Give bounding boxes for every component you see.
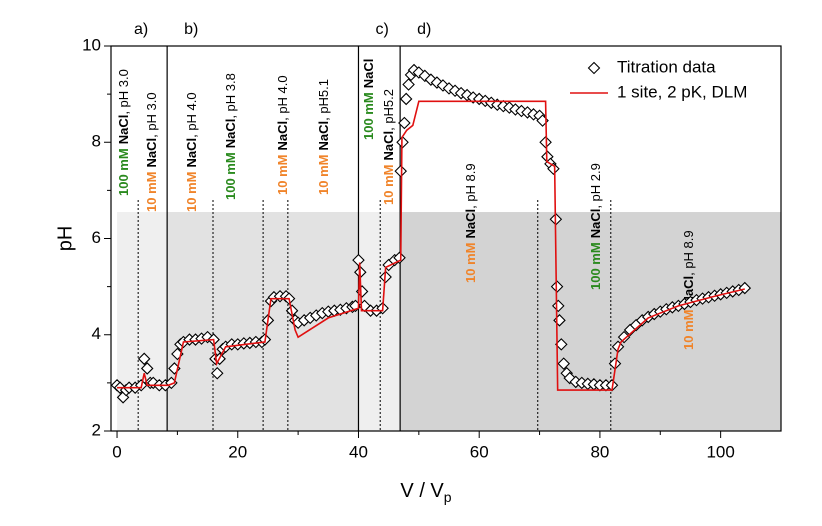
annotation-salt: NaCl <box>381 131 396 161</box>
annotation-salt: NaCl <box>361 59 376 89</box>
annotation-conc: 10 mM <box>184 172 199 212</box>
annotation: 10 mM NaCl, pH 4.0 <box>275 75 290 195</box>
data-point <box>547 162 560 175</box>
region-shade <box>358 212 401 431</box>
x-tick-label: 60 <box>470 442 489 461</box>
annotation-salt: NaCl <box>184 138 199 168</box>
annotation-ph: , pH 3.0 <box>144 92 159 138</box>
annotation: 100 mM NaCl <box>361 59 376 140</box>
region-label: b) <box>184 21 198 38</box>
annotation-conc: 100 mM <box>116 148 131 196</box>
annotation-ph: , pH 4.0 <box>275 75 290 121</box>
annotation-conc: 10 mM <box>275 155 290 195</box>
model-line <box>117 100 745 391</box>
annotation-ph: , pH 3.0 <box>116 69 131 115</box>
x-axis-label-sub: p <box>444 489 452 505</box>
x-tick-label: 40 <box>349 442 368 461</box>
data-point <box>210 366 224 380</box>
annotation: 10 mM NaCl, pH 4.0 <box>184 92 199 212</box>
x-tick-label: 0 <box>112 442 121 461</box>
legend-marker <box>587 61 601 75</box>
annotation-conc: 100 mM <box>361 92 376 140</box>
data-point <box>137 352 151 366</box>
annotation-conc: 10 mM <box>316 155 331 195</box>
data-point <box>539 135 552 149</box>
annotation: 10 mM NaCl, pH5.2 <box>381 89 396 205</box>
data-point <box>398 116 411 130</box>
annotation-ph: , pH 3.8 <box>223 73 238 119</box>
annotation: 10 mM NaCl, pH5.1 <box>316 79 331 195</box>
annotation-conc: 100 mM <box>588 242 603 290</box>
region-label: d) <box>417 21 431 38</box>
data-point <box>140 362 154 375</box>
data-point <box>394 164 408 178</box>
data-point <box>399 92 413 106</box>
annotation-ph: , pH 4.0 <box>184 92 199 138</box>
annotation: 100 mM NaCl, pH 2.9 <box>588 163 603 290</box>
y-tick-label: 4 <box>92 324 101 343</box>
annotation-salt: NaCl <box>116 115 131 145</box>
data-point <box>551 299 565 313</box>
y-tick-label: 10 <box>82 35 101 54</box>
legend-label: 1 site, 2 pK, DLM <box>617 82 747 101</box>
data-point <box>393 251 406 265</box>
annotation-ph: , pH 2.9 <box>588 163 603 209</box>
annotation-salt: NaCl <box>316 121 331 151</box>
annotation: 10 mMNaCl, pH 8.9 <box>681 230 696 350</box>
x-tick-label: 80 <box>590 442 609 461</box>
data-point <box>557 357 570 370</box>
region-label: c) <box>375 21 388 38</box>
annotation-conc: 10 mM <box>681 310 696 350</box>
annotation: 100 mM NaCl, pH 3.0 <box>116 69 131 196</box>
data-point <box>418 69 432 83</box>
data-point <box>412 66 426 79</box>
annotation-salt: NaCl <box>275 121 290 151</box>
data-point <box>424 73 438 86</box>
data-point <box>738 281 752 295</box>
y-tick-label: 2 <box>92 420 101 439</box>
annotation: 10 mM NaCl, pH 3.0 <box>144 92 159 212</box>
legend-label: Titration data <box>617 57 716 76</box>
annotation-salt: NaCl <box>463 209 478 239</box>
x-tick-label: 100 <box>706 442 734 461</box>
annotation-conc: 100 mM <box>223 152 238 200</box>
annotation: 10 mM NaCl, pH 8.9 <box>463 163 478 283</box>
data-point <box>430 76 444 89</box>
annotation-salt: NaCl <box>223 119 238 149</box>
annotation-salt: NaCl <box>144 138 159 168</box>
x-axis-label: V / Vp <box>400 480 451 504</box>
annotation-ph: , pH 8.9 <box>463 163 478 209</box>
x-axis-label-main: V / V <box>400 480 444 502</box>
annotation-conc: 10 mM <box>463 243 478 283</box>
annotation: 100 mM NaCl, pH 3.8 <box>223 73 238 200</box>
annotation-ph: , pH5.1 <box>316 79 331 121</box>
data-point <box>352 253 365 267</box>
y-tick-label: 8 <box>92 132 101 151</box>
annotation-salt: NaCl <box>588 209 603 239</box>
region-shade <box>400 212 781 431</box>
annotation-ph: , pH5.2 <box>381 89 396 131</box>
y-axis-label: pH <box>54 226 76 252</box>
annotation-ph: , pH 8.9 <box>681 230 696 276</box>
region-label: a) <box>134 21 148 38</box>
x-tick-label: 20 <box>228 442 247 461</box>
annotation-conc: 10 mM <box>144 172 159 212</box>
y-tick-label: 6 <box>92 228 101 247</box>
annotation-conc: 10 mM <box>381 165 396 205</box>
data-point <box>402 78 415 91</box>
data-point <box>563 371 577 385</box>
